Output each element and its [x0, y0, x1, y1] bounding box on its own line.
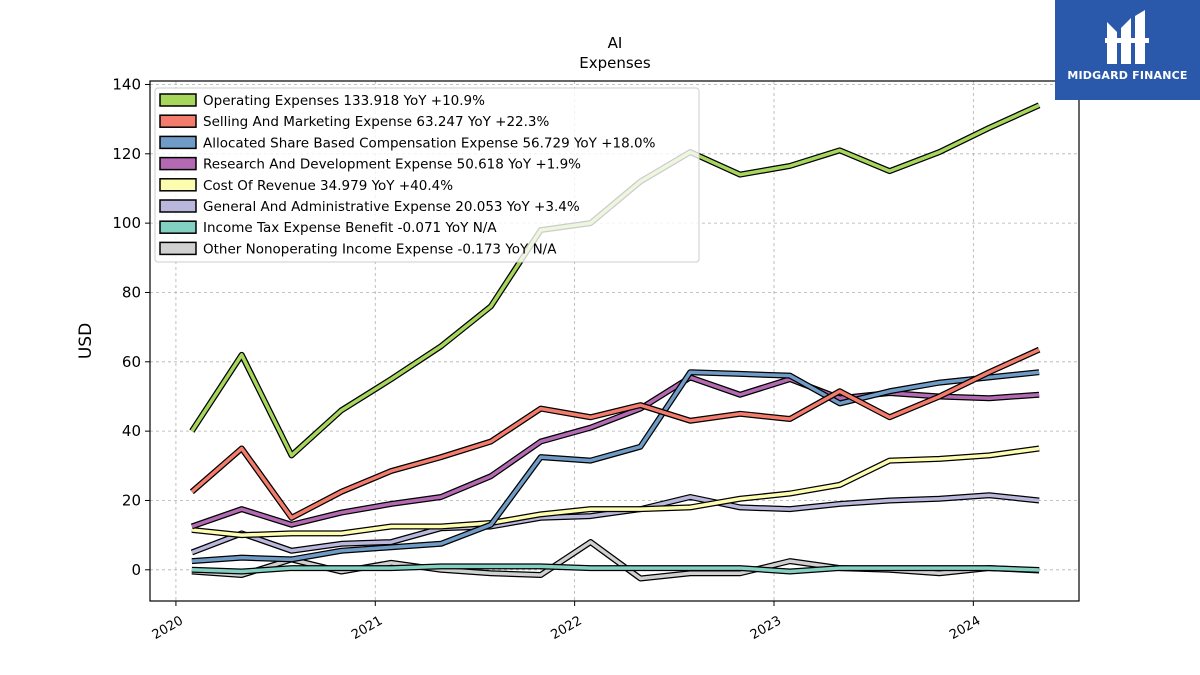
series-layer: [189, 102, 1041, 582]
x-tick-label: 2021: [349, 613, 385, 643]
series-line: [191, 370, 1040, 563]
series-line: [190, 348, 1040, 520]
y-tick-label: 140: [112, 75, 141, 93]
legend-swatch: [159, 178, 197, 192]
legend-entry: General And Administrative Expense 20.05…: [203, 199, 580, 215]
y-tick-label: 0: [131, 561, 141, 579]
series-line: [191, 446, 1040, 537]
legend-entry: Income Tax Expense Benefit -0.071 YoY N/…: [203, 220, 497, 236]
legend-entry: Operating Expenses 133.918 YoY +10.9%: [203, 93, 485, 109]
y-tick-label: 60: [122, 353, 141, 371]
legend-entry: Other Nonoperating Income Expense -0.173…: [203, 241, 557, 257]
legend-entry: Selling And Marketing Expense 63.247 YoY…: [203, 114, 549, 130]
y-tick-label: 40: [122, 422, 141, 440]
x-tick-label: 2024: [947, 613, 983, 643]
series-line: [191, 493, 1040, 555]
x-tick-label: 2020: [150, 613, 186, 643]
chart-title: AI: [608, 34, 623, 52]
legend-swatch: [159, 241, 197, 256]
legend-entry: Cost Of Revenue 34.979 YoY +40.4%: [203, 178, 453, 194]
x-tick-label: 2022: [548, 613, 584, 643]
legend-swatch: [159, 220, 197, 234]
legend-entry: Allocated Share Based Compensation Expen…: [203, 135, 656, 151]
legend-swatch: [159, 114, 197, 128]
legend: Operating Expenses 133.918 YoY +10.9% Sel…: [154, 87, 700, 263]
legend-swatch: [159, 135, 197, 150]
plot-frame: [149, 80, 1080, 602]
legend-swatch: [159, 199, 197, 213]
y-axis-label: USD: [76, 323, 96, 359]
series-line: [191, 564, 1040, 574]
chart-subtitle: Expenses: [579, 54, 651, 72]
legend-entry: Research And Development Expense 50.618 …: [203, 157, 581, 173]
brand-logo: MIDGARD FINANCE: [1055, 0, 1200, 100]
x-tick-label: 2023: [748, 613, 784, 643]
y-tick-label: 20: [122, 491, 141, 509]
legend-box: [154, 87, 700, 263]
brand-name: MIDGARD FINANCE: [1067, 69, 1188, 82]
legend-swatch: [159, 156, 197, 171]
legend-swatch: [159, 93, 197, 107]
midgard-logo-icon: [1105, 10, 1149, 64]
y-tick-label: 100: [112, 214, 141, 232]
y-tick-label: 80: [122, 283, 141, 301]
series-line: [191, 375, 1040, 529]
y-tick-label: 120: [112, 145, 141, 163]
